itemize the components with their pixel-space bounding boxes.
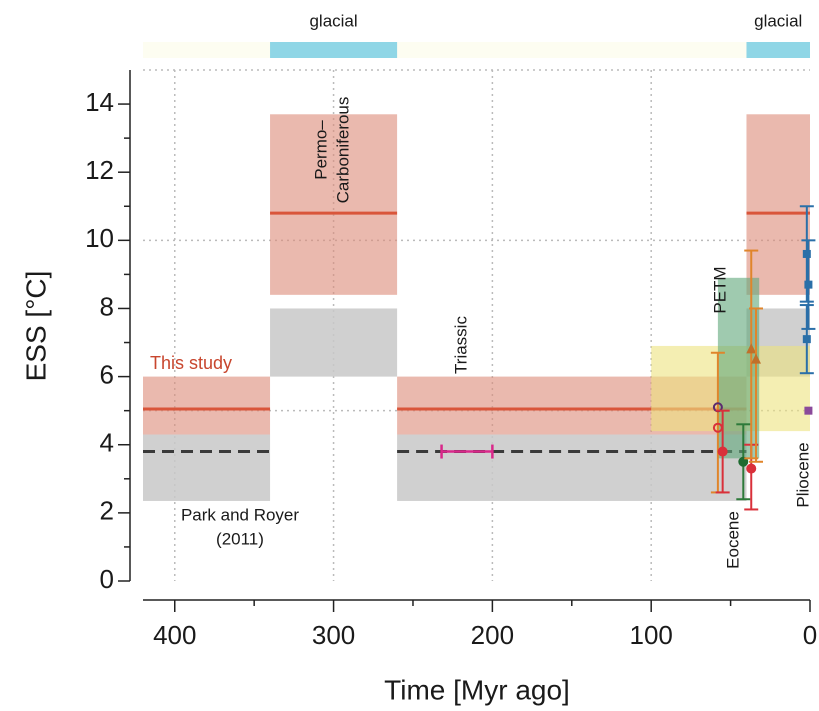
range-band bbox=[270, 308, 398, 377]
x-tick-label: 200 bbox=[471, 620, 514, 650]
annotation: PETM bbox=[710, 266, 729, 313]
annotation: Carboniferous bbox=[333, 97, 352, 204]
glacial-label: glacial bbox=[309, 11, 357, 30]
series-label: (2011) bbox=[216, 529, 264, 548]
range-band bbox=[143, 434, 271, 501]
point bbox=[802, 249, 811, 258]
x-tick-label: 0 bbox=[803, 620, 817, 650]
annotation: Triassic bbox=[451, 316, 470, 374]
point bbox=[746, 343, 757, 354]
y-tick-label: 12 bbox=[85, 155, 114, 185]
x-tick-label: 100 bbox=[629, 620, 672, 650]
glacial-bar bbox=[746, 42, 810, 58]
glacial-label: glacial bbox=[754, 11, 802, 30]
series-label: Park and Royer bbox=[181, 505, 299, 524]
y-tick-label: 10 bbox=[85, 223, 114, 253]
x-tick-label: 400 bbox=[153, 620, 196, 650]
series-label: This study bbox=[150, 353, 232, 373]
y-tick-label: 6 bbox=[100, 359, 114, 389]
point bbox=[746, 463, 757, 474]
y-tick-label: 4 bbox=[100, 428, 114, 458]
annotation: Pliocene bbox=[793, 442, 812, 507]
y-tick-label: 14 bbox=[85, 87, 114, 117]
range-band bbox=[270, 114, 398, 295]
range-band bbox=[746, 114, 810, 295]
point bbox=[717, 446, 728, 457]
annotation: Permo– bbox=[311, 120, 330, 180]
range-band bbox=[143, 376, 271, 435]
y-tick-label: 0 bbox=[100, 564, 114, 594]
x-tick-label: 300 bbox=[312, 620, 355, 650]
annotation: Eocene bbox=[723, 511, 742, 569]
y-tick-label: 8 bbox=[100, 291, 114, 321]
point bbox=[804, 406, 813, 415]
point bbox=[751, 353, 762, 364]
point bbox=[804, 280, 813, 289]
range-band bbox=[397, 434, 747, 501]
point bbox=[802, 335, 811, 344]
x-axis-label: Time [Myr ago] bbox=[384, 674, 570, 705]
y-tick-label: 2 bbox=[100, 496, 114, 526]
glacial-bar bbox=[270, 42, 398, 58]
y-axis-label: ESS [°C] bbox=[20, 271, 51, 382]
point bbox=[738, 456, 749, 467]
timeline-background bbox=[143, 42, 810, 58]
